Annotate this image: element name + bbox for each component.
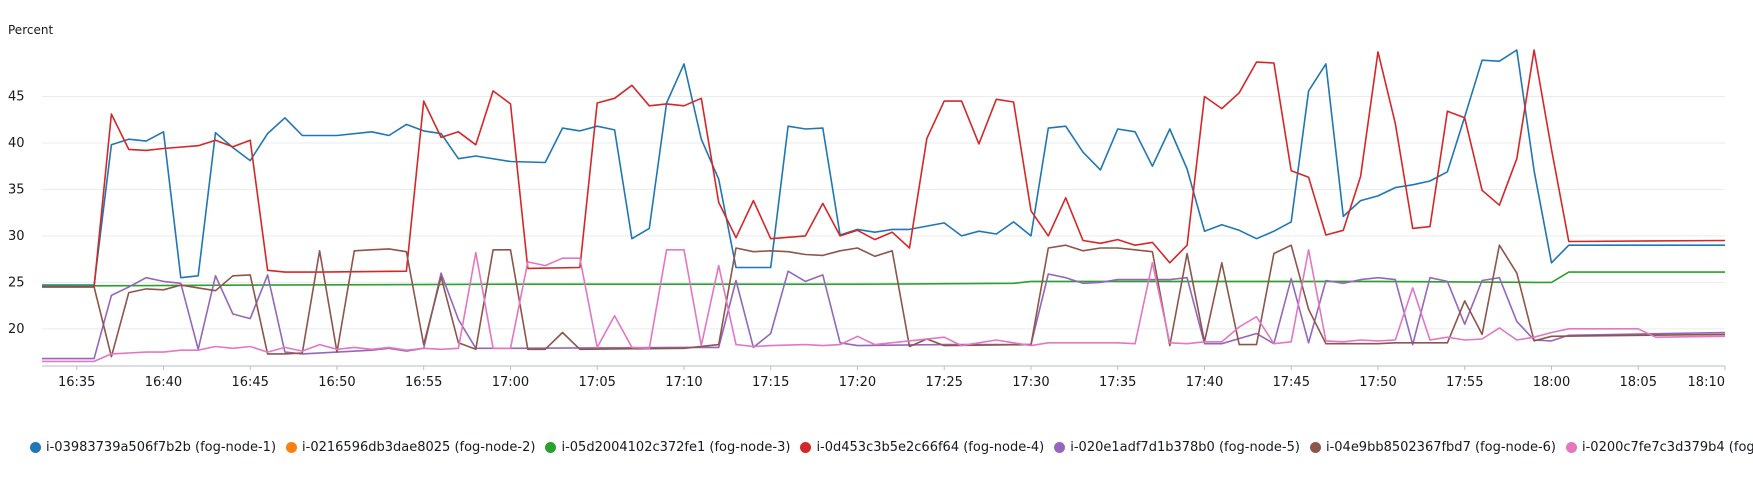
legend-swatch [30, 442, 41, 453]
legend-label: i-03983739a506f7b2b (fog-node-1) [46, 440, 277, 455]
legend-label: i-020e1adf7d1b378b0 (fog-node-5) [1070, 440, 1300, 455]
x-tick-label: 17:20 [839, 375, 876, 390]
x-tick-label: 17:15 [752, 375, 789, 390]
y-tick-label: 35 [8, 182, 25, 197]
y-tick-label: 20 [8, 322, 25, 337]
legend-item-4[interactable]: i-0d453c3b5e2c66f64 (fog-node-4) [800, 440, 1044, 455]
legend-item-1[interactable]: i-03983739a506f7b2b (fog-node-1) [30, 440, 276, 455]
x-tick-label: 18:10 [1688, 375, 1725, 390]
x-tick-label: 17:25 [925, 375, 962, 390]
legend: i-03983739a506f7b2b (fog-node-1) i-021659… [30, 440, 1753, 455]
x-axis-ticks: 16:35 16:40 16:45 16:50 16:55 17:00 17:05 17:10… [58, 366, 1726, 390]
legend-label: i-0200c7fe7c3d379b4 (fog-node-7) [1582, 440, 1753, 455]
legend-label: i-05d2004102c372fe1 (fog-node-3) [561, 440, 791, 455]
legend-swatch [1309, 442, 1321, 453]
legend-item-2[interactable]: i-0216596db3dae8025 (fog-node-2) [286, 440, 535, 455]
legend-swatch [545, 442, 557, 453]
legend-label: i-0216596db3dae8025 (fog-node-2) [302, 440, 536, 455]
x-tick-label: 17:30 [1012, 375, 1049, 390]
legend-item-7[interactable]: i-0200c7fe7c3d379b4 (fog-node-7) [1566, 440, 1753, 455]
legend-swatch [286, 442, 298, 453]
series-lines [41, 49, 1726, 363]
series-line-5 [42, 270, 1726, 360]
x-tick-label: 18:05 [1620, 375, 1657, 390]
x-tick-label: 16:55 [405, 375, 442, 390]
series-line-7 [42, 249, 1726, 363]
x-tick-label: 17:45 [1273, 375, 1310, 390]
x-tick-label: 17:35 [1099, 375, 1136, 390]
y-tick-label: 45 [8, 89, 25, 104]
series-line-3 [41, 271, 1725, 287]
legend-item-5[interactable]: i-020e1adf7d1b378b0 (fog-node-5) [1054, 440, 1300, 455]
y-tick-label: 25 [8, 275, 25, 290]
x-tick-label: 17:55 [1446, 375, 1483, 390]
legend-item-3[interactable]: i-05d2004102c372fe1 (fog-node-3) [545, 440, 790, 455]
series-line-1 [42, 49, 1725, 286]
legend-swatch [1566, 442, 1577, 453]
x-tick-label: 16:40 [145, 375, 182, 390]
legend-swatch [1054, 442, 1066, 453]
y-axis-unit-label: Percent [8, 23, 53, 37]
x-tick-label: 16:35 [58, 375, 95, 390]
x-tick-label: 17:00 [492, 375, 529, 390]
x-tick-label: 17:10 [665, 375, 702, 390]
legend-label: i-0d453c3b5e2c66f64 (fog-node-4) [816, 440, 1045, 455]
x-tick-label: 16:45 [231, 375, 268, 390]
legend-label: i-04e9bb8502367fbd7 (fog-node-6) [1325, 440, 1556, 455]
series-line-6 [42, 244, 1726, 358]
x-tick-label: 16:50 [318, 375, 355, 390]
series-line-4 [42, 49, 1726, 288]
x-tick-label: 17:50 [1359, 375, 1396, 390]
legend-item-6[interactable]: i-04e9bb8502367fbd7 (fog-node-6) [1309, 440, 1556, 455]
x-tick-label: 18:00 [1533, 375, 1570, 390]
x-tick-label: 17:40 [1186, 375, 1223, 390]
y-axis-ticks: 20 25 30 35 40 45 [8, 89, 25, 336]
y-tick-label: 30 [8, 229, 25, 244]
legend-swatch [800, 442, 812, 453]
y-tick-label: 40 [8, 136, 25, 151]
x-tick-label: 17:05 [578, 375, 615, 390]
